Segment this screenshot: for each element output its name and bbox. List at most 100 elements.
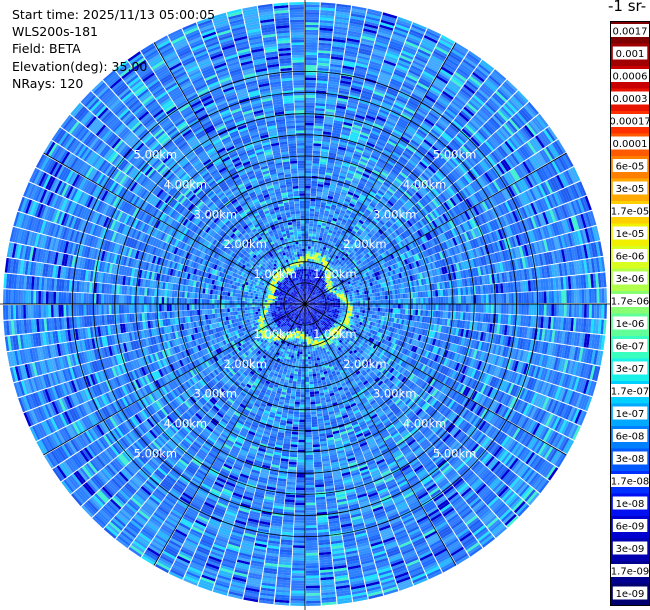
range-bin: [455, 304, 459, 312]
range-bin: [346, 193, 353, 199]
range-bin: [347, 299, 351, 302]
range-bin: [450, 102, 462, 112]
range-bin: [581, 289, 585, 303]
range-bin: [352, 219, 359, 224]
ray: [305, 16, 413, 304]
range-bin: [329, 306, 333, 309]
range-bin: [355, 65, 368, 71]
range-bin: [334, 307, 338, 309]
range-bin: [328, 266, 332, 270]
range-bin: [331, 233, 336, 238]
range-bin: [404, 129, 414, 137]
range-bin: [353, 174, 361, 180]
range-bin: [390, 183, 398, 191]
range-bin: [305, 253, 308, 257]
range-bin: [405, 147, 414, 155]
range-bin: [322, 262, 326, 266]
range-bin: [305, 170, 312, 174]
range-bin: [354, 311, 358, 315]
range-bin: [479, 61, 493, 73]
range-bin: [310, 201, 316, 204]
range-bin: [355, 306, 358, 310]
range-bin: [393, 179, 402, 187]
range-bin: [422, 120, 433, 129]
range-bin: [335, 107, 346, 112]
range-bin: [307, 263, 310, 267]
range-bin: [352, 80, 364, 85]
range-bin: [579, 304, 582, 318]
range-bin: [414, 86, 427, 95]
range-bin: [312, 277, 315, 281]
range-bin: [352, 309, 356, 312]
range-bin: [454, 71, 467, 82]
range-bin: [327, 86, 339, 91]
range-bin: [308, 266, 311, 270]
range-bin: [475, 67, 488, 79]
range-bin: [396, 19, 412, 27]
range-bin: [351, 209, 358, 215]
range-bin: [434, 77, 447, 87]
range-bin: [340, 253, 345, 257]
range-bin: [417, 82, 429, 90]
range-bin: [330, 267, 334, 271]
range-bin: [318, 237, 323, 241]
range-bin: [357, 55, 370, 61]
range-bin: [354, 205, 360, 211]
range-bin: [408, 304, 411, 310]
range-bin: [444, 110, 455, 120]
range-bin: [429, 130, 439, 140]
range-bin: [381, 168, 390, 175]
range-bin: [375, 83, 388, 90]
range-bin: [310, 293, 313, 297]
range-bin: [317, 55, 331, 59]
range-bin: [412, 309, 416, 316]
range-bin: [523, 304, 527, 315]
range-bin: [351, 5, 367, 11]
range-bin: [305, 75, 317, 78]
range-bin: [313, 249, 317, 253]
range-bin: [566, 304, 570, 317]
range-bin: [309, 258, 312, 262]
range-bin: [410, 157, 419, 165]
range-bin: [315, 278, 318, 282]
range-bin: [389, 80, 402, 88]
range-bin: [307, 258, 310, 262]
range-bin: [380, 299, 383, 304]
range-bin: [352, 301, 356, 304]
range-bin: [460, 295, 464, 304]
range-bin: [378, 29, 392, 36]
range-bin: [316, 276, 319, 280]
range-bin: [351, 181, 358, 187]
range-bin: [305, 220, 309, 224]
range-bin: [358, 48, 372, 54]
range-bin: [323, 121, 334, 125]
range-bin: [454, 42, 469, 53]
range-bin: [503, 293, 507, 304]
range-bin: [305, 293, 306, 297]
range-bin: [408, 159, 417, 167]
range-bin: [355, 214, 361, 220]
range-bin: [305, 210, 310, 214]
range-bin: [315, 203, 321, 207]
range-bin: [339, 141, 348, 146]
range-bin: [599, 304, 602, 319]
range-bin: [375, 304, 378, 308]
range-bin: [349, 186, 356, 192]
range-bin: [349, 308, 353, 312]
range-bin: [403, 81, 415, 89]
range-bin: [394, 101, 405, 109]
range-bin: [411, 62, 425, 71]
range-bin: [359, 217, 366, 223]
range-bin: [355, 189, 362, 194]
range-bin: [309, 208, 315, 212]
range-bin: [310, 251, 314, 255]
range-bin: [413, 58, 427, 66]
range-bin: [380, 69, 393, 76]
range-bin: [351, 126, 362, 132]
range-bin: [307, 289, 309, 292]
range-bin: [305, 37, 318, 41]
range-bin: [323, 260, 327, 264]
range-bin: [342, 297, 345, 300]
range-bin: [340, 191, 347, 196]
range-bin: [460, 304, 464, 312]
